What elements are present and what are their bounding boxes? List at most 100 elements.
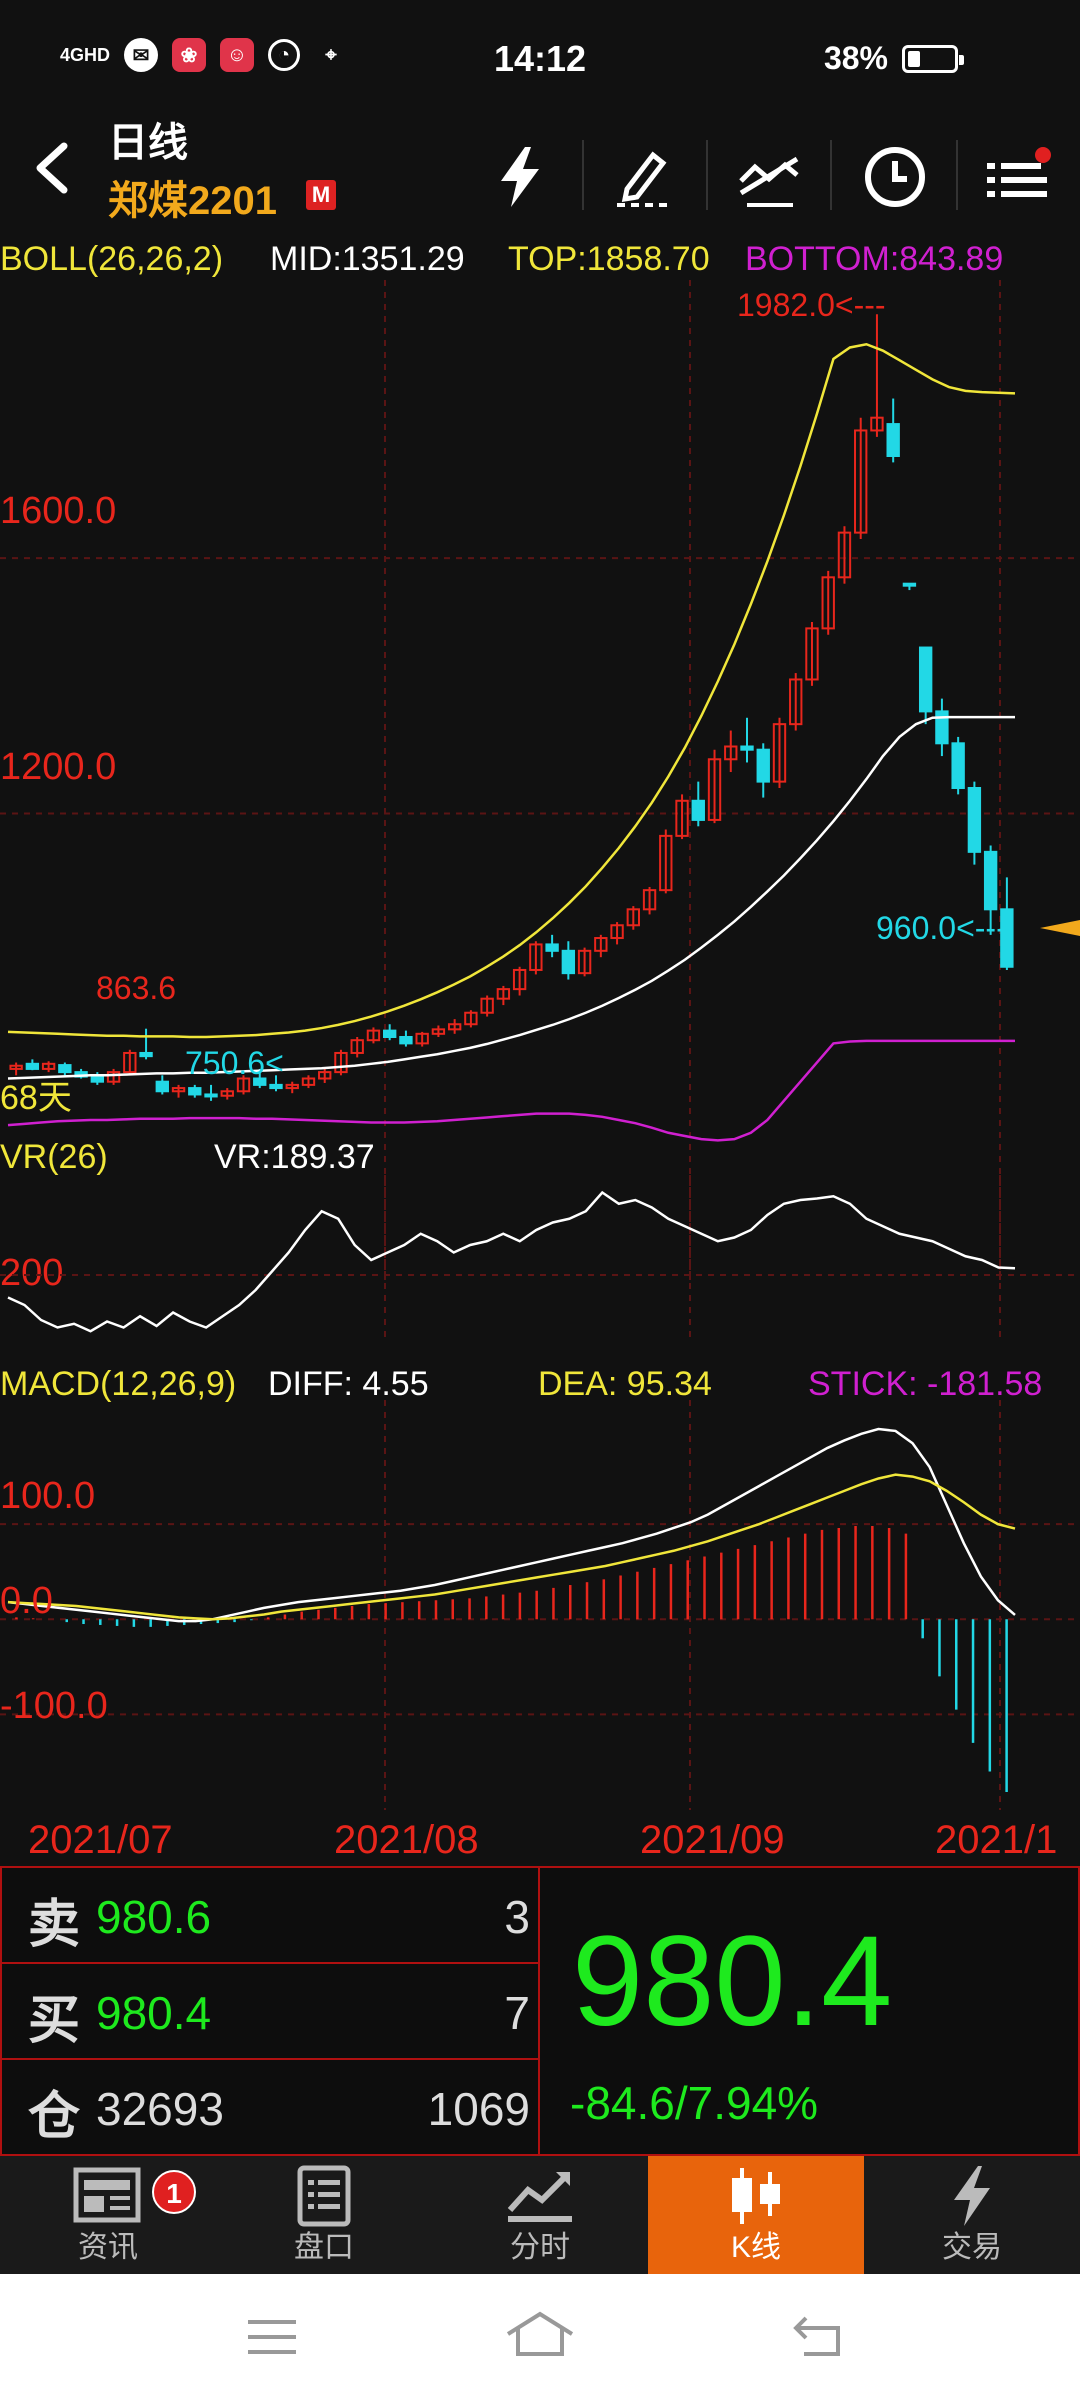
candle-body (399, 1036, 413, 1045)
tab-intraday[interactable]: 分时 (432, 2156, 648, 2274)
divider (830, 140, 832, 210)
macd-dea: DEA: 95.34 (538, 1365, 712, 1403)
menu-list-icon (987, 147, 1051, 197)
candle-body (334, 1051, 348, 1074)
macd-tick-0: 0.0 (0, 1580, 53, 1622)
candle-body (918, 646, 933, 713)
candle-body (139, 1051, 153, 1058)
divider (706, 140, 708, 210)
sell-row[interactable]: 卖 980.6 3 (0, 1866, 540, 1964)
vr-tick-200: 200 (0, 1252, 64, 1294)
candle-body (90, 1075, 105, 1083)
candle-body (902, 582, 917, 587)
candle-body (772, 723, 787, 783)
buy-price: 980.4 (96, 1987, 212, 2039)
price-chart[interactable] (0, 280, 1080, 1280)
lightning-icon (954, 2166, 990, 2226)
home-icon[interactable] (504, 2308, 576, 2360)
date-label: 2021/07 (28, 1818, 173, 1862)
low-marker: 750.6< (185, 1045, 284, 1081)
candle-body (529, 943, 543, 971)
last-price-box: 980.4 -84.6/7.94% (538, 1866, 1080, 2156)
menu-icon[interactable] (244, 2314, 300, 2360)
boll-bottom: BOTTOM:843.89 (745, 240, 1004, 278)
lightning-icon (501, 147, 539, 207)
candle-body (204, 1093, 218, 1098)
candle-body (366, 1029, 381, 1042)
bottom-tab-bar: 1 资讯 盘口 分时 K线 交易 (0, 2156, 1080, 2274)
date-label: 2021/08 (334, 1818, 479, 1862)
tab-label: 分时 (510, 2231, 570, 2264)
menu-button[interactable] (962, 132, 1072, 222)
back-arrow-icon[interactable] (24, 138, 84, 198)
candle-body (496, 988, 511, 1000)
sell-volume: 3 (504, 1891, 530, 1943)
candle-body (983, 850, 998, 911)
macd-chart[interactable] (0, 1400, 1080, 1810)
boll-mid: MID:1351.29 (270, 240, 465, 278)
buy-volume: 7 (504, 1987, 530, 2039)
candle-body (691, 799, 705, 821)
location-icon: ⌖ (325, 43, 337, 66)
battery-icon (902, 44, 964, 73)
status-icons: 4GHD ✉ ❀ ☺ ◔ ⌖ (60, 38, 348, 72)
draw-button[interactable] (590, 132, 700, 222)
open-interest-label: 仓 (28, 2087, 81, 2147)
candle-body (951, 742, 965, 789)
candle-body (431, 1028, 446, 1035)
candle-body (171, 1087, 186, 1093)
candle-body (789, 678, 803, 726)
candle-body (594, 937, 608, 952)
current-price-arrow-icon (1040, 920, 1080, 936)
candle-body (155, 1080, 169, 1093)
app2-icon: ☺ (220, 38, 255, 72)
indicator-button[interactable] (714, 132, 824, 222)
tab-trade[interactable]: 交易 (864, 2156, 1080, 2274)
list-doc-icon (297, 2165, 351, 2227)
candle-body (285, 1083, 299, 1090)
candle-body (1000, 908, 1014, 968)
candle-body (220, 1090, 234, 1097)
vr-value: VR:189.37 (214, 1138, 375, 1176)
tab-label: K线 (730, 2231, 781, 2264)
boll-line-top (7, 342, 1016, 1039)
macd-tick-neg100: -100.0 (0, 1685, 108, 1727)
last-marker: 960.0<--- (876, 910, 1007, 946)
pencil-icon (617, 151, 673, 207)
candle-body (545, 943, 559, 952)
candle-body (480, 997, 494, 1014)
macd-line-dea (7, 1473, 1016, 1621)
candle-body (740, 745, 754, 751)
buy-row[interactable]: 买 980.4 7 (0, 1962, 540, 2060)
quote-panel: 卖 980.6 3 买 980.4 7 仓 32693 1069 980.4 -… (0, 1866, 1080, 2156)
macd-diff: DIFF: 4.55 (268, 1365, 429, 1403)
vr-chart[interactable] (0, 1175, 1080, 1340)
candle-body (269, 1083, 283, 1090)
candle-body (253, 1077, 267, 1086)
trend-lines-icon (739, 156, 799, 207)
macd-title: MACD(12,26,9) (0, 1365, 237, 1403)
candlestick-icon (732, 2168, 780, 2224)
candle-body (626, 908, 640, 927)
candle-body (350, 1039, 364, 1054)
chat-icon: ✉ (124, 38, 159, 72)
last-price: 980.4 (572, 1910, 893, 2053)
candle-body (318, 1071, 332, 1080)
flash-button[interactable] (465, 132, 575, 222)
candle-body (886, 423, 900, 457)
candle-body (561, 949, 576, 975)
candle-body (821, 576, 835, 630)
tab-kline[interactable]: K线 (648, 2156, 864, 2274)
tab-news[interactable]: 1 资讯 (0, 2156, 216, 2274)
period-label: 日线 (108, 121, 188, 165)
app-icon: ❀ (172, 38, 207, 72)
system-nav-bar (0, 2274, 1080, 2400)
left-price-marker: 863.6 (96, 970, 177, 1006)
history-button[interactable] (840, 132, 950, 222)
candle-body (301, 1077, 316, 1086)
back-icon[interactable] (790, 2312, 850, 2360)
candle-body (967, 787, 982, 853)
contract-name[interactable]: 郑煤2201 (108, 179, 277, 223)
tab-order-book[interactable]: 盘口 (216, 2156, 432, 2274)
macd-stick: STICK: -181.58 (808, 1365, 1043, 1403)
